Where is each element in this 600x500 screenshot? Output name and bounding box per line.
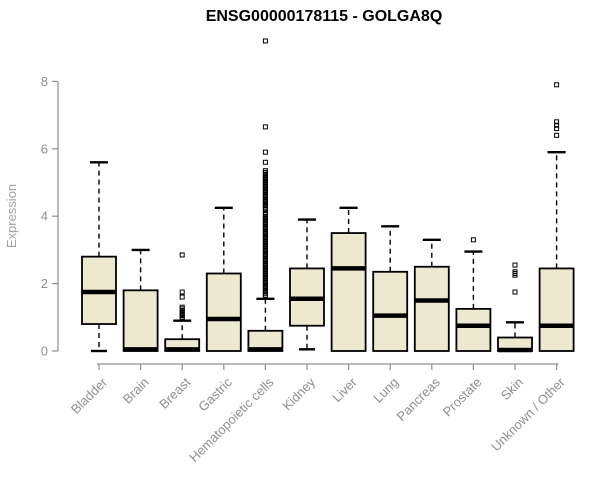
outlier-point (470, 237, 476, 243)
outlier-point (262, 38, 268, 44)
iqr-box (330, 232, 367, 352)
y-tick-label: 4 (41, 209, 48, 224)
x-tick-label-unknown-other: Unknown / Other (488, 374, 568, 454)
y-axis-title: Expression (4, 184, 19, 248)
outlier-point (179, 252, 185, 258)
boxplot-prostate (455, 237, 492, 352)
boxplot-brain (122, 248, 159, 352)
boxplot-hematopoietic-cells (247, 38, 284, 352)
iqr-box (122, 289, 159, 352)
chart-title: ENSG00000178115 - GOLGA8Q (206, 8, 443, 25)
boxplot-lung (372, 225, 409, 352)
iqr-box (455, 307, 492, 352)
boxplot-unknown-other (538, 82, 575, 352)
outlier-point (262, 168, 268, 174)
outlier-point (512, 262, 518, 268)
boxplot-skin (497, 262, 533, 353)
boxplot-gastric (205, 206, 242, 352)
outlier-point (512, 269, 518, 275)
outlier-point (554, 126, 560, 132)
x-tick-label-lung: Lung (370, 375, 401, 406)
x-tick-label-pancreas: Pancreas (393, 374, 443, 424)
outlier-point (179, 289, 185, 295)
boxplot-bladder (81, 161, 117, 353)
boxplot-liver (330, 206, 367, 352)
outlier-point (262, 149, 268, 155)
outlier-point (262, 124, 268, 130)
x-tick-label-kidney: Kidney (279, 374, 318, 413)
iqr-box (413, 265, 450, 352)
y-tick-label: 0 (41, 344, 48, 359)
x-tick-label-bladder: Bladder (68, 374, 111, 417)
plot-layer (81, 38, 575, 353)
outlier-point (179, 294, 185, 300)
iqr-box (205, 272, 242, 352)
outlier-point (262, 159, 268, 165)
x-tick-label-liver: Liver (329, 374, 360, 405)
outlier-point (179, 304, 185, 310)
outlier-point (554, 119, 560, 125)
x-tick-label-breast: Breast (156, 374, 193, 411)
y-tick-label: 8 (41, 74, 48, 89)
iqr-box (372, 270, 409, 352)
y-tick-label: 2 (41, 276, 48, 291)
outlier-point (262, 210, 268, 216)
iqr-box (538, 267, 575, 352)
x-tick-label-skin: Skin (498, 375, 526, 403)
outlier-point (554, 82, 560, 88)
boxplot-pancreas (413, 238, 450, 352)
x-tick-label-brain: Brain (120, 375, 152, 407)
x-tick-label-prostate: Prostate (440, 375, 485, 420)
boxplot-breast (164, 252, 201, 352)
x-tick-label-gastric: Gastric (195, 374, 235, 414)
boxplot-kidney (289, 218, 325, 351)
outlier-point (512, 289, 518, 295)
outlier-point (554, 132, 560, 138)
outlier-point (554, 122, 560, 128)
y-tick-label: 6 (41, 141, 48, 156)
